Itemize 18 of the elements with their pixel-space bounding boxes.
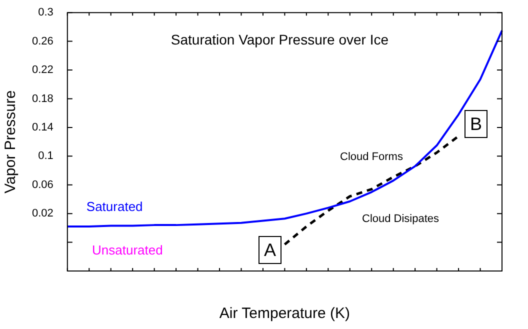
series-label: Saturated bbox=[86, 199, 143, 214]
text: Saturation Vapor Pressure over Ice bbox=[170, 31, 389, 48]
y-tick-label: 0.06 bbox=[32, 178, 54, 191]
x-axis-title: Air Temperature (K) bbox=[219, 305, 350, 322]
annotation: Unsaturated bbox=[92, 242, 163, 258]
y-tick-label: 0.18 bbox=[32, 92, 54, 105]
y-tick-label: 0.02 bbox=[32, 208, 54, 220]
line-series bbox=[283, 134, 460, 246]
annotation: A bbox=[264, 240, 276, 260]
y-tick-label: 0.22 bbox=[32, 64, 54, 76]
y-tick-label: 0.1 bbox=[38, 150, 54, 162]
y-tick-label: 0.3 bbox=[38, 6, 54, 19]
annotation: Cloud Forms bbox=[340, 151, 404, 164]
annotation: B bbox=[470, 114, 482, 134]
annotation: Cloud Disipates bbox=[362, 213, 440, 226]
y-tick-label: 0.14 bbox=[32, 121, 54, 134]
y-tick-label: 0.26 bbox=[32, 35, 54, 48]
y-axis-title: Vapor Pressure bbox=[2, 90, 20, 194]
